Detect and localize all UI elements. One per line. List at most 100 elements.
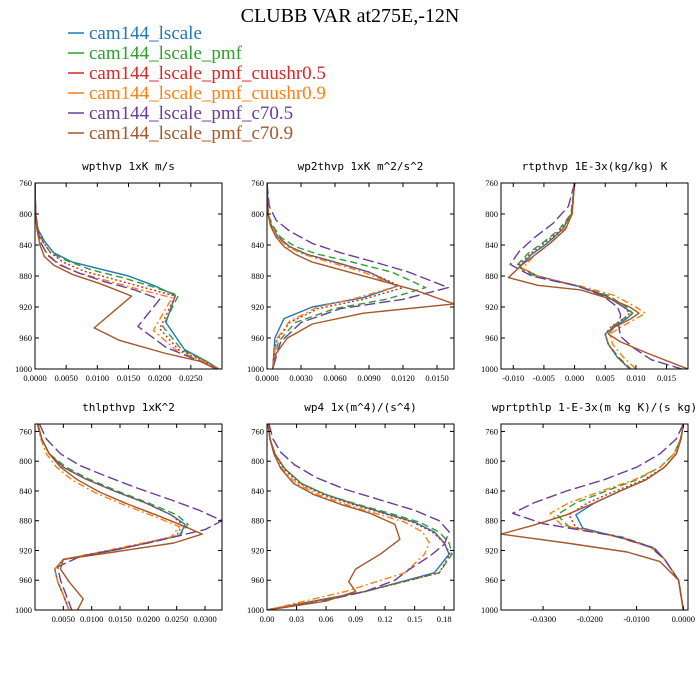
y-tick-label: 960 [485, 575, 498, 585]
legend-label-cam144-lscale: cam144_lscale [89, 23, 202, 44]
panel-title: wpthvp 1xK m/s [82, 160, 175, 173]
x-tick-label: 0.06 [319, 614, 334, 624]
series-line-cam144-lscale-pmf-c70-9 [507, 183, 688, 369]
y-tick-label: 920 [19, 302, 32, 312]
y-tick-label: 1000 [481, 605, 498, 615]
x-tick-label: 0.0100 [80, 614, 103, 624]
x-tick-label: -0.010 [502, 373, 524, 383]
y-tick-label: 920 [485, 545, 498, 555]
y-tick-label: 920 [485, 302, 498, 312]
y-tick-label: 760 [251, 178, 264, 188]
y-tick-label: 1000 [247, 605, 264, 615]
x-tick-label: -0.0100 [623, 614, 649, 624]
y-tick-label: 960 [251, 575, 264, 585]
legend-label-cam144-lscale-pmf-cuushr0-9: cam144_lscale_pmf_cuushr0.9 [89, 83, 326, 104]
panel-title: wp4 1x(m^4)/(s^4) [304, 401, 417, 414]
series-line-cam144-lscale-pmf-cuushr0-9 [267, 183, 398, 369]
series-line-cam144-lscale-pmf-c70-9 [35, 183, 217, 369]
series-line-cam144-lscale-pmf-c70-5 [38, 424, 222, 610]
y-tick-label: 880 [251, 271, 264, 281]
panel-frame [500, 423, 689, 611]
legend-label-cam144-lscale-pmf-c70-9: cam144_lscale_pmf_c70.9 [89, 123, 293, 144]
x-tick-label: -0.005 [533, 373, 555, 383]
series-line-cam144-lscale-pmf-c70-5 [509, 183, 683, 369]
x-tick-label: 0.0090 [357, 373, 380, 383]
y-tick-label: 760 [19, 426, 32, 436]
series-line-cam144-lscale-pmf-cuushr0-9 [36, 424, 181, 610]
panel-1: wpthvp 1xK m/s76080084088092096010000.00… [15, 160, 223, 383]
series-line-cam144-lscale-pmf [267, 183, 427, 369]
x-tick-label: 0.0200 [137, 614, 160, 624]
x-tick-label: 0.18 [437, 614, 452, 624]
x-tick-label: 0.015 [657, 373, 676, 383]
x-tick-label: 0.0150 [425, 373, 448, 383]
series-line-cam144-lscale-pmf-c70-5 [35, 183, 218, 369]
x-tick-label: 0.005 [596, 373, 615, 383]
panel-title: wprtpthlp 1-E-3x(m kg K)/(s kg) [492, 401, 697, 414]
y-tick-label: 800 [19, 456, 32, 466]
y-tick-label: 760 [251, 426, 264, 436]
y-tick-label: 1000 [247, 364, 264, 374]
x-tick-label: 0.0050 [54, 373, 77, 383]
y-tick-label: 960 [485, 333, 498, 343]
x-tick-label: 0.0150 [108, 614, 131, 624]
x-tick-label: 0.0030 [289, 373, 312, 383]
x-tick-label: 0.03 [289, 614, 304, 624]
x-tick-label: 0.0250 [179, 373, 202, 383]
y-tick-label: 880 [485, 516, 498, 526]
series-line-cam144-lscale-pmf [37, 424, 189, 610]
legend-label-cam144-lscale-pmf-cuushr0-5: cam144_lscale_pmf_cuushr0.5 [89, 63, 326, 84]
series-line-cam144-lscale-pmf-cuushr0-5 [37, 424, 184, 610]
panel-2: wp2thvp 1xK m^2/s^2 760 800 840 880 920 960 100… [247, 160, 455, 383]
series-line-cam144-lscale-pmf-c70-9 [267, 424, 401, 610]
series-line-cam144-lscale-pmf-cuushr0-5 [35, 183, 220, 369]
panel-6: wprtpthlp 1-E-3x(m kg K)/(s kg) 760 800 840… [481, 401, 697, 624]
y-tick-label: 840 [251, 240, 264, 250]
x-tick-label: 0.010 [626, 373, 645, 383]
y-tick-label: 920 [251, 545, 264, 555]
x-tick-label: 0.0200 [148, 373, 171, 383]
series-line-cam144-lscale-pmf-cuushr0-5 [568, 424, 684, 610]
x-tick-label: 0.0150 [117, 373, 140, 383]
x-tick-label: 0.0000 [255, 373, 278, 383]
series-line-cam144-lscale-pmf-c70-9 [37, 424, 203, 610]
series-line-cam144-lscale-pmf-c70-9 [267, 183, 454, 369]
y-tick-label: 880 [19, 516, 32, 526]
series-line-cam144-lscale-pmf-c70-9 [501, 424, 684, 610]
y-tick-label: 920 [251, 302, 264, 312]
y-tick-label: 960 [19, 575, 32, 585]
y-tick-label: 760 [485, 426, 498, 436]
y-tick-label: 840 [485, 486, 498, 496]
series-line-cam144-lscale-pmf-c70-5 [267, 183, 449, 369]
series-line-cam144-lscale-pmf [515, 183, 634, 369]
y-tick-label: 960 [19, 333, 32, 343]
y-tick-label: 840 [485, 240, 498, 250]
x-tick-label: 0.15 [407, 614, 422, 624]
series-line-cam144-lscale-pmf-cuushr0-9 [549, 424, 684, 610]
series-line-cam144-lscale-pmf-c70-5 [512, 424, 684, 610]
x-tick-label: 0.0050 [52, 614, 75, 624]
panel-title: rtpthvp 1E-3x(kg/kg) K [522, 160, 668, 173]
x-tick-label: 0.0120 [391, 373, 414, 383]
y-tick-label: 840 [19, 486, 32, 496]
x-tick-label: 0.0000 [672, 614, 695, 624]
y-tick-label: 1000 [481, 364, 498, 374]
y-tick-label: 880 [251, 516, 264, 526]
series-line-cam144-lscale-pmf-cuushr0-5 [267, 424, 451, 610]
panel-title: thlpthvp 1xK^2 [82, 401, 175, 414]
x-tick-label: 0.12 [378, 614, 393, 624]
x-tick-label: 0.000 [565, 373, 584, 383]
x-tick-label: 0.00 [260, 614, 275, 624]
x-tick-label: 0.0060 [323, 373, 346, 383]
y-tick-label: 760 [19, 178, 32, 188]
y-tick-label: 1000 [15, 364, 32, 374]
y-tick-label: 800 [251, 209, 264, 219]
legend: cam144_lscalecam144_lscale_pmfcam144_lsc… [68, 23, 326, 144]
y-tick-label: 800 [485, 209, 498, 219]
y-tick-label: 760 [485, 178, 498, 188]
y-tick-label: 800 [19, 209, 32, 219]
y-tick-label: 840 [19, 240, 32, 250]
series-line-cam144-lscale-pmf [35, 183, 220, 369]
y-tick-label: 800 [485, 456, 498, 466]
